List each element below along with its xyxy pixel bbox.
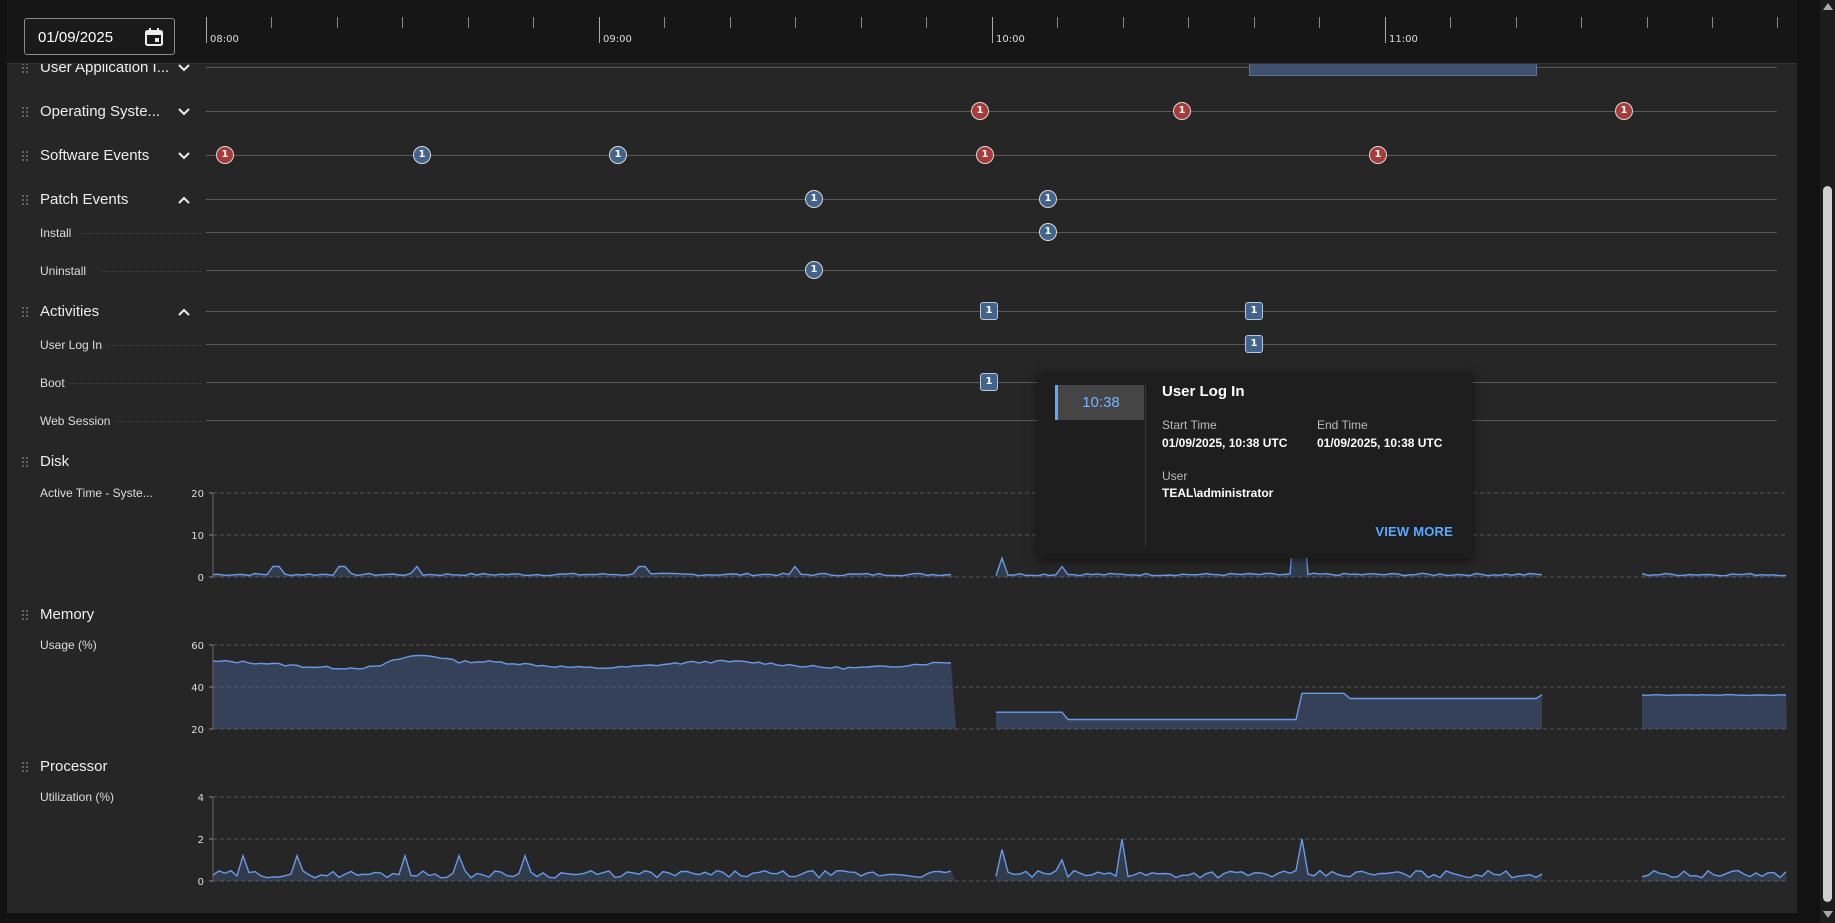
time-ruler[interactable]: 08:00 09:00 10:00 11:00 xyxy=(206,17,1796,47)
event-track xyxy=(206,344,1777,345)
software-event-marker[interactable]: 1 xyxy=(216,146,234,164)
start-time-value: 01/09/2025, 10:38 UTC xyxy=(1162,436,1288,450)
row-label-activities: Activities xyxy=(40,303,100,320)
memory-tick: 60 xyxy=(191,641,204,652)
metric-label-processor-utilization: Utilization (%) xyxy=(40,790,115,804)
chevron-down-icon[interactable] xyxy=(177,151,191,161)
ruler-major-tick xyxy=(206,17,207,43)
drag-handle-icon[interactable] xyxy=(21,106,29,118)
start-time-label: Start Time xyxy=(1162,418,1217,432)
memory-chart[interactable]: 60 40 20 xyxy=(157,632,1787,742)
row-label-operating-system: Operating Syste... xyxy=(40,103,161,120)
end-time-label: End Time xyxy=(1317,418,1368,432)
processor-tick: 2 xyxy=(198,835,204,846)
os-event-marker[interactable]: 1 xyxy=(1615,102,1633,120)
chevron-up-icon[interactable] xyxy=(177,307,191,317)
section-title-processor: Processor xyxy=(40,758,108,775)
disk-chart[interactable]: 20 10 0 xyxy=(157,480,1787,590)
software-event-marker[interactable]: 1 xyxy=(413,146,431,164)
drag-handle-icon[interactable] xyxy=(21,456,29,468)
drag-handle-icon[interactable] xyxy=(21,194,29,206)
disk-tick: 20 xyxy=(191,489,204,500)
event-track xyxy=(206,111,1777,112)
ruler-label-1000: 10:00 xyxy=(996,34,1025,45)
vertical-scrollbar[interactable] xyxy=(1820,0,1835,923)
ruler-major-tick xyxy=(992,17,993,43)
activity-marker[interactable]: 1 xyxy=(980,302,998,320)
scrollbar-thumb[interactable] xyxy=(1823,186,1832,902)
event-track xyxy=(206,270,1777,271)
timeline-panel: 01/09/2025 08:00 09:00 10:00 11:00 xyxy=(7,0,1797,913)
view-more-link[interactable]: VIEW MORE xyxy=(1375,524,1453,539)
chevron-up-icon[interactable] xyxy=(177,195,191,205)
ruler-label-0800: 08:00 xyxy=(210,34,239,45)
row-label-patch-events: Patch Events xyxy=(40,191,129,208)
scroll-up-arrow-icon[interactable] xyxy=(1823,3,1833,10)
event-track xyxy=(206,232,1777,233)
timeline-header: 01/09/2025 08:00 09:00 10:00 11:00 xyxy=(7,0,1797,64)
boot-marker[interactable]: 1 xyxy=(980,373,998,391)
event-track xyxy=(206,67,1777,68)
sub-row-label-uninstall: Uninstall xyxy=(40,264,87,278)
software-event-marker[interactable]: 1 xyxy=(1369,146,1387,164)
processor-tick: 0 xyxy=(198,877,204,888)
drag-handle-icon[interactable] xyxy=(21,306,29,318)
section-title-disk: Disk xyxy=(40,453,70,470)
chevron-down-icon[interactable] xyxy=(177,63,191,73)
sub-row-label-boot: Boot xyxy=(40,376,65,390)
ruler-major-tick xyxy=(1385,17,1386,43)
sub-row-label-user-log-in: User Log In xyxy=(40,338,103,352)
disk-tick: 10 xyxy=(191,531,204,542)
ruler-label-0900: 09:00 xyxy=(603,34,632,45)
os-event-marker[interactable]: 1 xyxy=(1173,102,1191,120)
ruler-major-tick xyxy=(599,17,600,43)
tooltip-time-badge: 10:38 xyxy=(1055,385,1144,420)
metric-label-disk-active-time: Active Time - Syste... xyxy=(40,486,153,500)
memory-tick: 20 xyxy=(191,725,204,736)
event-track xyxy=(206,199,1777,200)
chevron-down-icon[interactable] xyxy=(177,107,191,117)
disk-tick: 0 xyxy=(198,573,204,584)
row-label-software-events: Software Events xyxy=(40,147,150,164)
application-usage-bar[interactable] xyxy=(1249,62,1537,76)
date-value: 01/09/2025 xyxy=(38,29,114,46)
user-log-in-marker[interactable]: 1 xyxy=(1245,335,1263,353)
patch-event-marker[interactable]: 1 xyxy=(1039,190,1057,208)
tooltip-title: User Log In xyxy=(1162,383,1245,400)
sub-row-label-web-session: Web Session xyxy=(40,414,111,428)
date-picker[interactable]: 01/09/2025 xyxy=(24,18,175,55)
sub-row-label-install: Install xyxy=(40,226,72,240)
processor-chart[interactable]: 4 2 0 xyxy=(157,784,1787,894)
metric-label-memory-usage: Usage (%) xyxy=(40,638,97,652)
uninstall-event-marker[interactable]: 1 xyxy=(805,261,823,279)
user-label: User xyxy=(1162,469,1188,483)
drag-handle-icon[interactable] xyxy=(21,761,29,773)
drag-handle-icon[interactable] xyxy=(21,609,29,621)
calendar-icon[interactable] xyxy=(144,27,164,47)
event-track xyxy=(206,420,1777,421)
event-tooltip: 10:38 User Log In Start Time 01/09/2025,… xyxy=(1038,373,1472,558)
install-event-marker[interactable]: 1 xyxy=(1039,223,1057,241)
software-event-marker[interactable]: 1 xyxy=(609,146,627,164)
section-title-memory: Memory xyxy=(40,606,95,623)
drag-handle-icon[interactable] xyxy=(21,150,29,162)
end-time-value: 01/09/2025, 10:38 UTC xyxy=(1317,436,1443,450)
user-value: TEAL\administrator xyxy=(1162,486,1274,500)
os-event-marker[interactable]: 1 xyxy=(971,102,989,120)
ruler-label-1100: 11:00 xyxy=(1389,34,1418,45)
processor-tick: 4 xyxy=(198,793,204,804)
activity-marker[interactable]: 1 xyxy=(1245,302,1263,320)
patch-event-marker[interactable]: 1 xyxy=(805,190,823,208)
software-event-marker[interactable]: 1 xyxy=(976,146,994,164)
scroll-down-arrow-icon[interactable] xyxy=(1823,911,1833,918)
memory-tick: 40 xyxy=(191,683,204,694)
